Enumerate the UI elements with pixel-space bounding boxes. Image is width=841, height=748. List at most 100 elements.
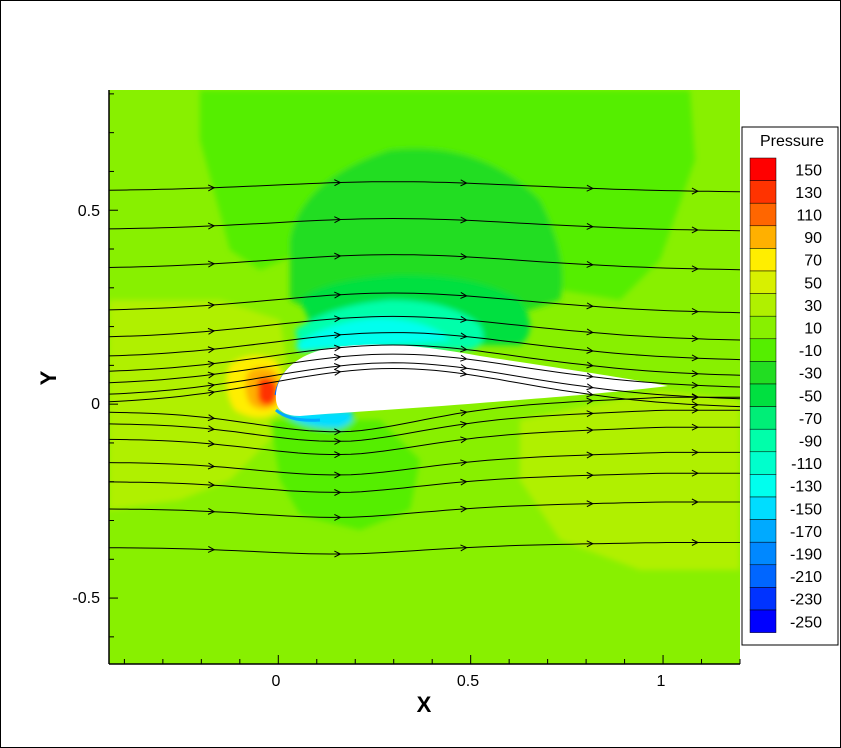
legend-swatch xyxy=(749,180,777,204)
field-region-suction-2 xyxy=(295,318,450,352)
streamline-arrow xyxy=(334,514,342,521)
streamline-arrow xyxy=(207,462,216,470)
streamline-arrow xyxy=(207,440,216,447)
streamline-arrow xyxy=(586,390,594,398)
streamline-arrow xyxy=(333,363,342,370)
streamline-arrow xyxy=(334,252,342,260)
legend-label: 30 xyxy=(804,298,822,315)
x-tick-label-0: 0 xyxy=(272,673,281,690)
streamline-arrow xyxy=(460,316,468,323)
legend-swatch xyxy=(749,293,777,317)
x-axis-title: X xyxy=(417,692,432,717)
streamline-arrow xyxy=(586,222,594,230)
streamline-arrow xyxy=(460,216,468,224)
streamline-arrow xyxy=(460,409,468,417)
y-axis-ticks xyxy=(109,93,118,638)
streamline-arrow xyxy=(460,332,468,340)
legend-label: -90 xyxy=(799,434,822,451)
field-region-upper-mid xyxy=(290,148,563,320)
streamline-arrow xyxy=(691,401,700,408)
streamline-arrow xyxy=(691,498,700,506)
streamline-arrow xyxy=(691,406,700,414)
legend-swatch xyxy=(749,338,777,362)
streamline-arrow xyxy=(586,383,594,391)
streamline-arrow xyxy=(691,393,700,401)
streamline-arrow xyxy=(586,397,594,405)
streamline-arrow xyxy=(586,500,594,508)
streamlines xyxy=(109,179,740,558)
streamline-arrow xyxy=(207,546,216,553)
streamline-arrow xyxy=(334,451,342,459)
streamline-arrow xyxy=(586,540,594,548)
legend-swatch xyxy=(749,225,777,249)
streamline-arrow xyxy=(334,179,342,187)
legend-swatch xyxy=(749,428,777,453)
streamline-arrow xyxy=(691,226,700,234)
streamline-arrow xyxy=(691,469,700,477)
legend-label: 110 xyxy=(796,208,822,225)
streamline-arrow xyxy=(333,368,342,376)
streamline-arrow xyxy=(207,184,216,192)
streamline-arrow xyxy=(460,544,468,552)
streamline-arrow xyxy=(333,344,342,352)
streamline-arrow xyxy=(691,370,700,378)
streamline-arrow xyxy=(460,354,468,362)
streamline-arrow xyxy=(334,438,342,445)
streamline-arrow xyxy=(334,550,342,558)
streamline-arrow xyxy=(586,471,594,479)
streamline-arrow xyxy=(207,382,216,390)
streamline-arrow xyxy=(460,505,468,513)
streamline-arrow xyxy=(586,372,594,380)
legend-label: 70 xyxy=(804,253,822,270)
streamline-arrow xyxy=(586,328,594,336)
streamline-arrow xyxy=(207,371,216,379)
streamline-arrow xyxy=(334,331,342,339)
streamline-arrow xyxy=(586,184,594,192)
legend-label: -70 xyxy=(799,411,822,428)
legend-swatch xyxy=(749,157,777,181)
legend-swatch xyxy=(749,202,777,227)
legend-label: 10 xyxy=(804,321,822,338)
streamline-arrow xyxy=(460,179,468,187)
legend-label: 130 xyxy=(795,185,822,202)
legend-swatch xyxy=(749,609,777,633)
legend-label: -250 xyxy=(790,614,822,631)
legend-swatch xyxy=(749,383,777,407)
legend-swatch xyxy=(749,248,777,272)
legend-label: -30 xyxy=(799,366,822,383)
streamline-arrow xyxy=(207,507,216,515)
streamline-arrow xyxy=(586,361,594,369)
streamline-arrow xyxy=(207,260,216,268)
legend-swatch xyxy=(749,361,777,385)
legend-swatch xyxy=(749,564,777,588)
y-axis-title: Y xyxy=(36,370,61,385)
pressure-field xyxy=(109,90,740,664)
y-tick-label-0: 0 xyxy=(91,396,100,413)
legend-label: -170 xyxy=(790,524,822,541)
streamline-arrow xyxy=(691,381,700,389)
x-axis-ticks xyxy=(123,655,741,664)
streamline-arrow xyxy=(334,428,342,436)
streamline-arrow xyxy=(691,187,700,195)
streamline-arrow xyxy=(460,370,468,377)
streamline-arrow xyxy=(207,301,216,309)
streamline-arrow xyxy=(207,222,216,230)
legend-label: 150 xyxy=(795,162,822,179)
y-tick-label-0.5: 0.5 xyxy=(78,203,100,220)
field-region-stagnation-red xyxy=(258,377,277,406)
streamline-arrow xyxy=(207,425,216,433)
streamline-arrow xyxy=(207,389,216,397)
streamline-arrow xyxy=(334,216,342,224)
streamline-arrow xyxy=(691,539,700,546)
streamline-arrow xyxy=(460,459,468,467)
streamline-arrow xyxy=(334,471,342,479)
streamline-arrow xyxy=(460,421,468,428)
streamline-arrow xyxy=(586,426,594,434)
legend-swatch xyxy=(749,451,777,475)
legend-label: -230 xyxy=(790,592,822,609)
streamline-arrow xyxy=(333,353,342,361)
legend-label: -130 xyxy=(790,479,822,496)
legend-swatch xyxy=(749,496,777,520)
streamline-arrow xyxy=(691,448,700,456)
